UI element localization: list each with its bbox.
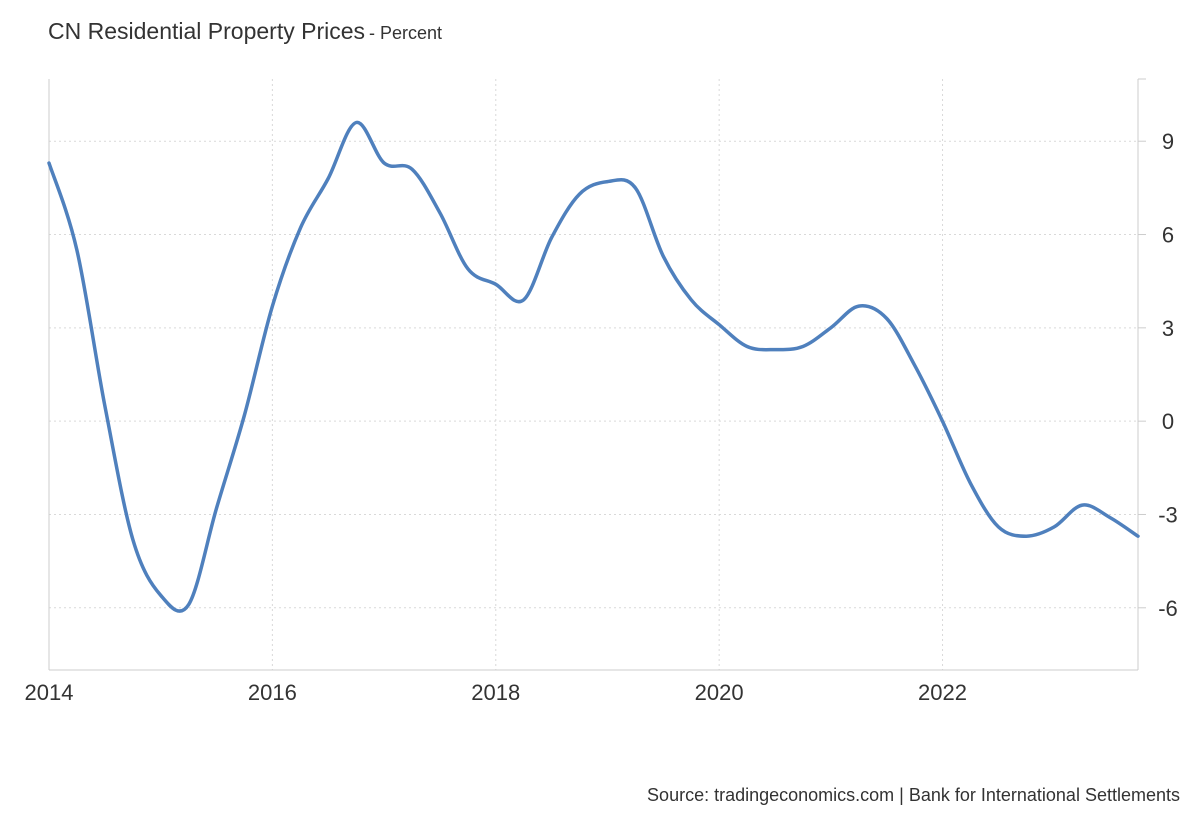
chart-subtitle: - Percent bbox=[369, 23, 443, 43]
chart-title: CN Residential Property Prices - Percent bbox=[48, 18, 442, 45]
x-tick-label: 2016 bbox=[248, 680, 297, 705]
x-tick-label: 2018 bbox=[471, 680, 520, 705]
x-tick-label: 2022 bbox=[918, 680, 967, 705]
y-tick-label: 0 bbox=[1162, 409, 1174, 434]
series-line bbox=[47, 120, 1140, 613]
x-tick-label: 2020 bbox=[695, 680, 744, 705]
chart-title-text: CN Residential Property Prices bbox=[48, 18, 366, 44]
y-tick-label: 3 bbox=[1162, 316, 1174, 341]
y-tick-label: -3 bbox=[1158, 502, 1178, 527]
source-note: Source: tradingeconomics.com | Bank for … bbox=[647, 785, 1180, 805]
x-tick-label: 2014 bbox=[25, 680, 74, 705]
y-tick-label: 9 bbox=[1162, 129, 1174, 154]
y-tick-label: 6 bbox=[1162, 223, 1174, 248]
y-tick-label: -6 bbox=[1158, 596, 1178, 621]
